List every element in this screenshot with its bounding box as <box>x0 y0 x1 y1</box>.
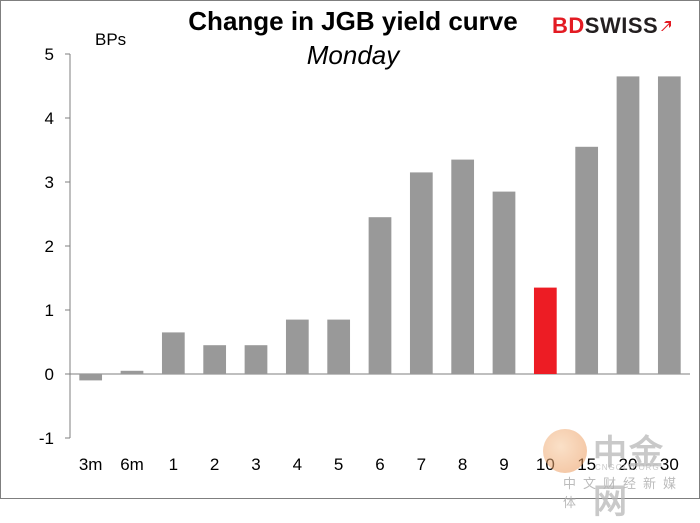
watermark-sub-text: 中文财经新媒体 <box>563 476 684 510</box>
bar-2 <box>203 345 227 374</box>
bar-1 <box>161 332 185 374</box>
x-axis-tick-label: 5 <box>334 455 343 474</box>
x-axis-tick-label: 6 <box>375 455 384 474</box>
chart-title: Change in JGB yield curve <box>188 6 518 36</box>
y-axis-tick-label: -1 <box>39 429 54 448</box>
y-axis-tick-label: 1 <box>45 301 54 320</box>
bar-9 <box>492 191 516 374</box>
bar-5 <box>327 319 351 374</box>
watermark-domain-text: CNGOLD.ORG <box>595 463 660 472</box>
chart-bars <box>79 76 681 381</box>
bar-3m <box>79 374 103 381</box>
x-axis-tick-label: 7 <box>417 455 426 474</box>
x-axis-tick-label: 9 <box>499 455 508 474</box>
x-axis-tick-label: 20 <box>619 455 638 474</box>
bar-4 <box>285 319 309 374</box>
x-axis-tick-label: 30 <box>660 455 679 474</box>
y-axis-tick-label: 4 <box>45 109 54 128</box>
y-axis-tick-label: 0 <box>45 365 54 384</box>
x-axis-tick-label: 6m <box>120 455 144 474</box>
bar-30 <box>657 76 681 375</box>
bdswiss-logo: BD SWISS <box>552 13 672 39</box>
bar-20 <box>616 76 640 375</box>
x-axis-tick-label: 3 <box>251 455 260 474</box>
x-axis-tick-label: 1 <box>169 455 178 474</box>
bar-8 <box>451 159 475 374</box>
watermark-logo-icon <box>543 429 587 473</box>
bar-6 <box>368 217 392 374</box>
y-axis-tick-label: 5 <box>45 45 54 64</box>
x-axis-tick-label: 8 <box>458 455 467 474</box>
y-axis-tick-label: 3 <box>45 173 54 192</box>
y-axis-unit-label: BPs <box>95 30 127 49</box>
watermark: 中金网 CNGOLD.ORG 中文财经新媒体 <box>543 423 693 521</box>
bar-6m <box>120 370 144 374</box>
logo-swiss-text: SWISS <box>584 13 659 38</box>
bar-10 <box>533 287 557 374</box>
x-axis-tick-label: 3m <box>79 455 103 474</box>
x-axis-tick-labels: 3m 6m 1 2 3 4 5 6 7 8 9 10 15 20 30 <box>79 455 679 474</box>
x-axis-tick-label: 4 <box>293 455 302 474</box>
bar-15 <box>575 146 599 374</box>
x-axis-tick-label: 2 <box>210 455 219 474</box>
logo-bd-text: BD <box>552 13 585 38</box>
bar-3 <box>244 345 268 374</box>
arrow-up-right-icon <box>661 21 672 31</box>
y-axis-tick-label: 2 <box>45 237 54 256</box>
y-axis-tick-labels: -1 0 1 2 3 4 5 <box>39 45 54 448</box>
bar-7 <box>409 172 433 374</box>
chart-subtitle: Monday <box>306 40 400 70</box>
